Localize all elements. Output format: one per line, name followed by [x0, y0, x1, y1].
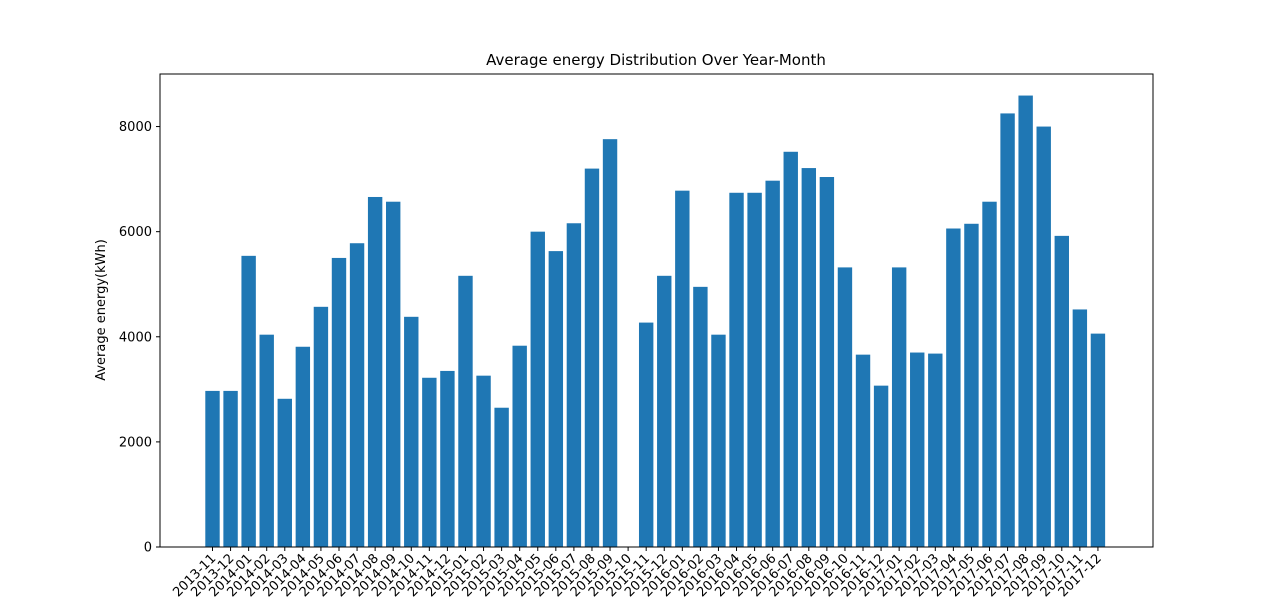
- bar-2016-05: [747, 192, 762, 547]
- bar-2016-08: [801, 168, 817, 547]
- bar-2015-12: [657, 275, 672, 547]
- bar-2017-12: [1090, 333, 1106, 547]
- bar-2016-10: [837, 267, 853, 547]
- bar-2015-06: [548, 251, 564, 548]
- y-axis: 0 2000 4000 6000 8000: [119, 120, 160, 556]
- bar-2016-02: [693, 286, 708, 547]
- bar-2017-04: [946, 228, 961, 547]
- bar-2017-09: [1036, 126, 1051, 547]
- y-tick-label: 8000: [119, 120, 152, 135]
- bar-2015-11: [638, 322, 654, 547]
- y-tick-label: 2000: [119, 435, 152, 450]
- bar-2014-09: [386, 201, 401, 547]
- bar-2016-09: [819, 177, 835, 547]
- bar-2017-06: [982, 201, 997, 547]
- bar-2014-05: [313, 306, 329, 547]
- bar-2014-01: [241, 255, 256, 547]
- bar-2017-07: [1000, 113, 1015, 548]
- bar-2017-02: [910, 352, 925, 547]
- y-tick-label: 4000: [119, 330, 152, 345]
- bar-2015-01: [458, 275, 473, 547]
- bar-2017-08: [1018, 95, 1033, 548]
- bar-2017-03: [928, 353, 943, 547]
- chart-title: Average energy Distribution Over Year-Mo…: [486, 51, 826, 69]
- bar-2015-09: [602, 139, 618, 548]
- bar-2013-12: [223, 390, 238, 547]
- x-axis: 2013-112013-122014-012014-022014-032014-…: [170, 547, 1105, 600]
- bars-group: [205, 95, 1106, 548]
- y-tick-label: 0: [144, 541, 152, 556]
- bar-2015-04: [512, 345, 527, 547]
- bar-2015-03: [494, 407, 509, 547]
- y-axis-label: Average energy(kWh): [94, 239, 109, 381]
- bar-2013-11: [205, 390, 220, 547]
- bar-2016-07: [783, 151, 798, 547]
- bar-2015-08: [584, 168, 600, 547]
- bar-2017-05: [964, 223, 979, 547]
- bar-2015-05: [530, 231, 545, 548]
- bar-2014-10: [404, 316, 419, 547]
- bar-2014-12: [440, 370, 455, 547]
- bar-2016-03: [711, 334, 726, 547]
- y-tick-label: 6000: [119, 225, 152, 240]
- bar-2015-02: [476, 375, 491, 547]
- bar-2017-01: [891, 267, 907, 547]
- bar-2017-10: [1054, 235, 1069, 547]
- bar-2016-04: [729, 192, 744, 547]
- bar-2015-07: [566, 223, 582, 547]
- bar-2014-04: [295, 346, 311, 547]
- bar-2016-12: [873, 385, 889, 547]
- bar-2014-08: [367, 196, 383, 548]
- bar-2014-11: [422, 377, 437, 547]
- bar-2017-11: [1072, 309, 1088, 547]
- bar-2016-01: [675, 190, 690, 548]
- bar-2016-06: [765, 180, 780, 547]
- bar-2014-03: [277, 398, 292, 547]
- bar-2014-02: [259, 334, 274, 547]
- bar-2014-07: [349, 243, 365, 548]
- bar-2014-06: [331, 257, 347, 547]
- bar-2016-11: [855, 354, 871, 547]
- plot-frame: [159, 73, 1154, 548]
